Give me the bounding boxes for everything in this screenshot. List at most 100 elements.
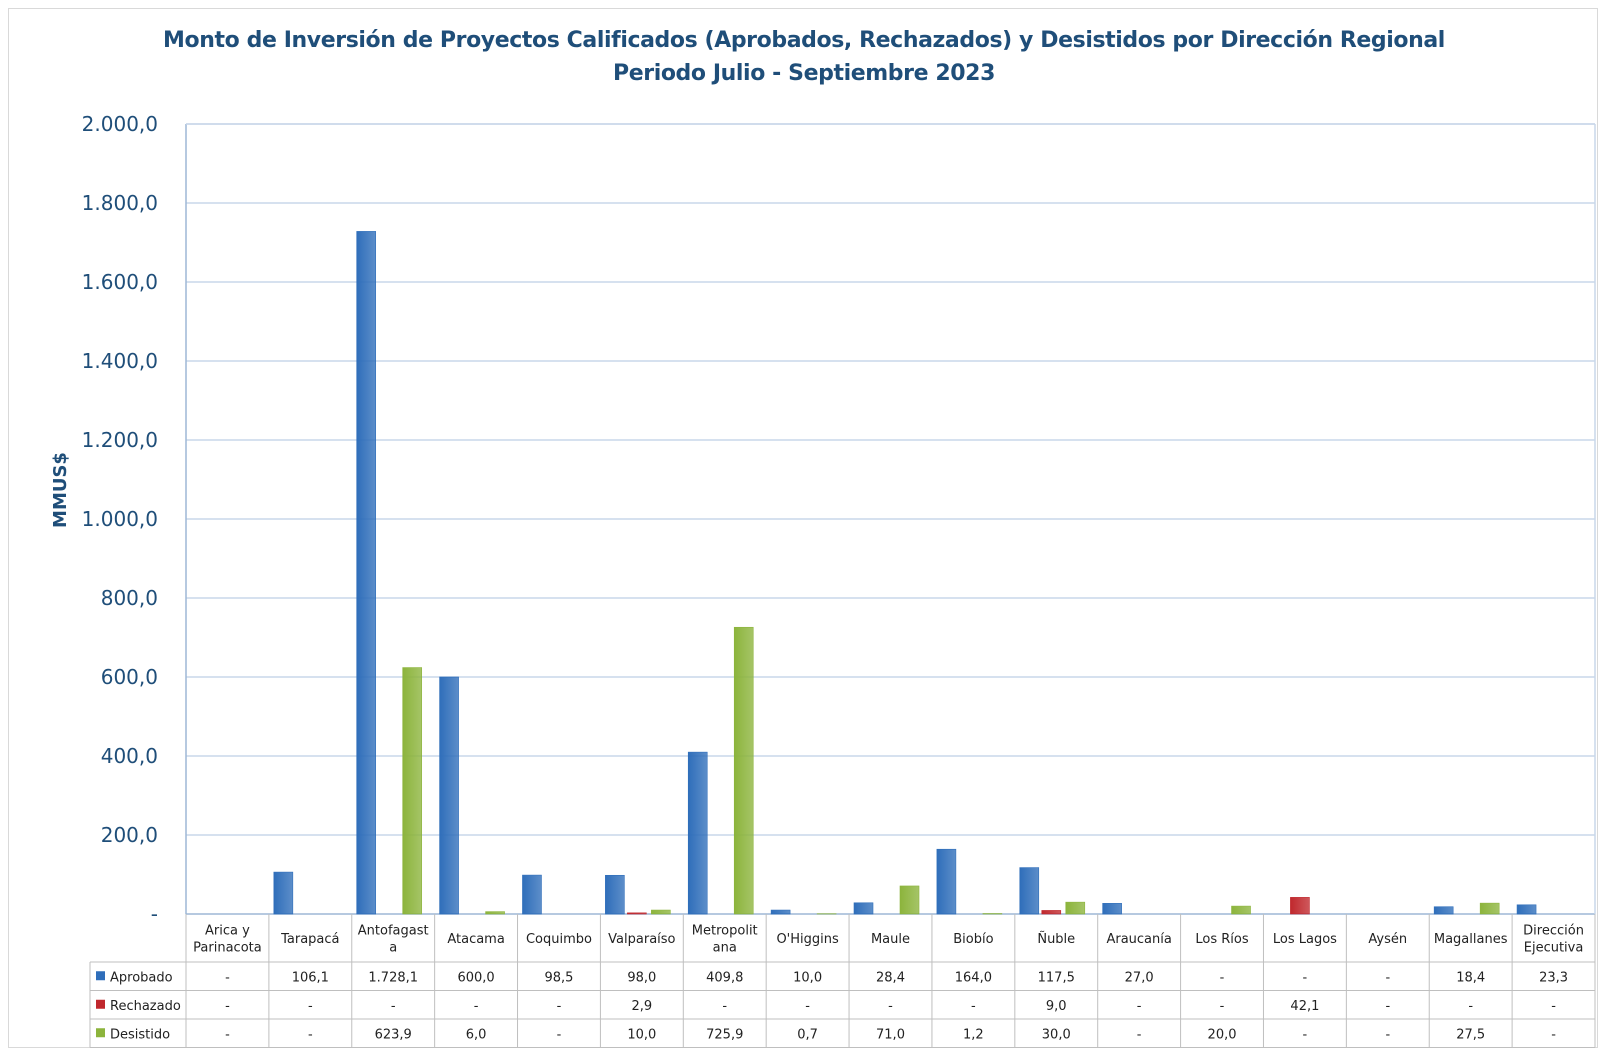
bar-aprobado	[356, 231, 377, 915]
bar-aprobado	[770, 909, 791, 915]
bar-desistido	[1479, 902, 1500, 915]
category-label: O'Higgins	[776, 932, 839, 947]
data-label: 164,0	[955, 970, 992, 985]
bar-desistido	[1065, 901, 1086, 915]
category-label: a	[389, 941, 397, 956]
y-tick-label: 600,0	[101, 665, 158, 689]
legend-key-aprobado	[96, 971, 105, 981]
data-label: 106,1	[292, 970, 329, 985]
category-label: Atacama	[447, 932, 504, 947]
data-label: -	[722, 999, 727, 1014]
data-label: 27,0	[1125, 970, 1154, 985]
category-label: Araucanía	[1106, 932, 1171, 947]
bar-desistido	[485, 911, 505, 915]
category-label: Magallanes	[1434, 932, 1508, 947]
bar-desistido	[733, 626, 754, 915]
y-tick-label: 1.200,0	[82, 428, 158, 452]
data-label: -	[225, 1027, 230, 1042]
y-tick-label: 800,0	[101, 586, 158, 610]
data-label: 23,3	[1539, 970, 1568, 985]
data-label: -	[1220, 970, 1225, 985]
y-tick-label: 2.000,0	[82, 112, 158, 136]
bar-rechazado	[1041, 910, 1062, 915]
data-label: 98,5	[544, 970, 573, 985]
category-label: Antofagast	[358, 924, 429, 939]
data-label: 2,9	[632, 999, 653, 1014]
data-label: -	[1468, 999, 1473, 1014]
bar-aprobado	[273, 871, 294, 915]
y-tick-label: 1.000,0	[82, 507, 158, 531]
category-label: Tarapacá	[280, 932, 339, 947]
data-label: -	[557, 999, 562, 1014]
chart-subtitle: Periodo Julio - Septiembre 2023	[613, 61, 995, 86]
category-label: ana	[713, 941, 737, 956]
category-label: Dirección	[1523, 924, 1584, 939]
data-label: 71,0	[876, 1027, 905, 1042]
category-label: Los Ríos	[1195, 932, 1248, 947]
data-label: 27,5	[1456, 1027, 1485, 1042]
data-label: 10,0	[627, 1027, 656, 1042]
data-label: -	[805, 999, 810, 1014]
category-label: Aysén	[1368, 932, 1407, 947]
gridlines	[185, 123, 1596, 915]
legend-label: Rechazado	[110, 999, 181, 1014]
bar-desistido	[899, 885, 920, 915]
data-label: 20,0	[1208, 1027, 1237, 1042]
data-label: 1.728,1	[368, 970, 418, 985]
legend-key-desistido	[96, 1028, 105, 1038]
bar-aprobado	[936, 848, 957, 915]
bars	[273, 231, 1537, 915]
data-label: -	[1137, 999, 1142, 1014]
y-axis-label: MMUS$	[50, 452, 71, 528]
data-label: 409,8	[706, 970, 743, 985]
category-label: Maule	[871, 932, 910, 947]
data-label: 623,9	[375, 1027, 412, 1042]
data-label: -	[1551, 999, 1556, 1014]
category-label: Ñuble	[1037, 931, 1075, 947]
bar-rechazado	[627, 912, 647, 915]
legend-key-rechazado	[96, 999, 105, 1009]
y-tick-label: -	[151, 902, 158, 926]
data-label: -	[474, 999, 479, 1014]
bar-aprobado	[1516, 904, 1537, 915]
data-label: -	[225, 970, 230, 985]
data-label: 725,9	[706, 1027, 743, 1042]
category-label: Arica y	[205, 924, 250, 939]
bar-desistido	[651, 909, 671, 915]
data-label: 28,4	[876, 970, 905, 985]
data-label: -	[1385, 999, 1390, 1014]
data-label: -	[225, 999, 230, 1014]
category-label: Ejecutiva	[1524, 941, 1584, 956]
bar-aprobado	[1019, 867, 1040, 915]
data-label: -	[308, 999, 313, 1014]
data-label: -	[391, 999, 396, 1014]
data-label: 6,0	[466, 1027, 487, 1042]
y-tick-label: 1.800,0	[82, 191, 158, 215]
data-label: -	[1303, 970, 1308, 985]
bar-aprobado	[522, 874, 542, 915]
bar-rechazado	[1290, 897, 1310, 915]
data-label: -	[971, 999, 976, 1014]
bar-aprobado	[605, 874, 625, 915]
chart-title: Monto de Inversión de Proyectos Califica…	[163, 28, 1445, 53]
data-label: 30,0	[1042, 1027, 1071, 1042]
bar-desistido	[1231, 905, 1251, 915]
legend-label: Desistido	[110, 1027, 170, 1042]
data-label: 600,0	[457, 970, 494, 985]
bar-aprobado	[853, 902, 874, 915]
data-label: -	[888, 999, 893, 1014]
category-label: Los Lagos	[1273, 932, 1337, 947]
bar-aprobado	[687, 751, 708, 915]
data-label: 0,7	[797, 1027, 818, 1042]
bar-aprobado	[1433, 906, 1454, 915]
data-label: -	[557, 1027, 562, 1042]
data-label: -	[1385, 1027, 1390, 1042]
data-label: 18,4	[1456, 970, 1485, 985]
category-label: Biobío	[953, 932, 993, 947]
y-tick-label: 1.600,0	[82, 270, 158, 294]
y-tick-label: 1.400,0	[82, 349, 158, 373]
chart-title-block: Monto de Inversión de Proyectos Califica…	[0, 24, 1608, 90]
y-axis-ticks: - 200,0 400,0 600,0 800,0 1.000,0 1.200,0 1.400…	[82, 112, 158, 926]
data-label: -	[1303, 1027, 1308, 1042]
